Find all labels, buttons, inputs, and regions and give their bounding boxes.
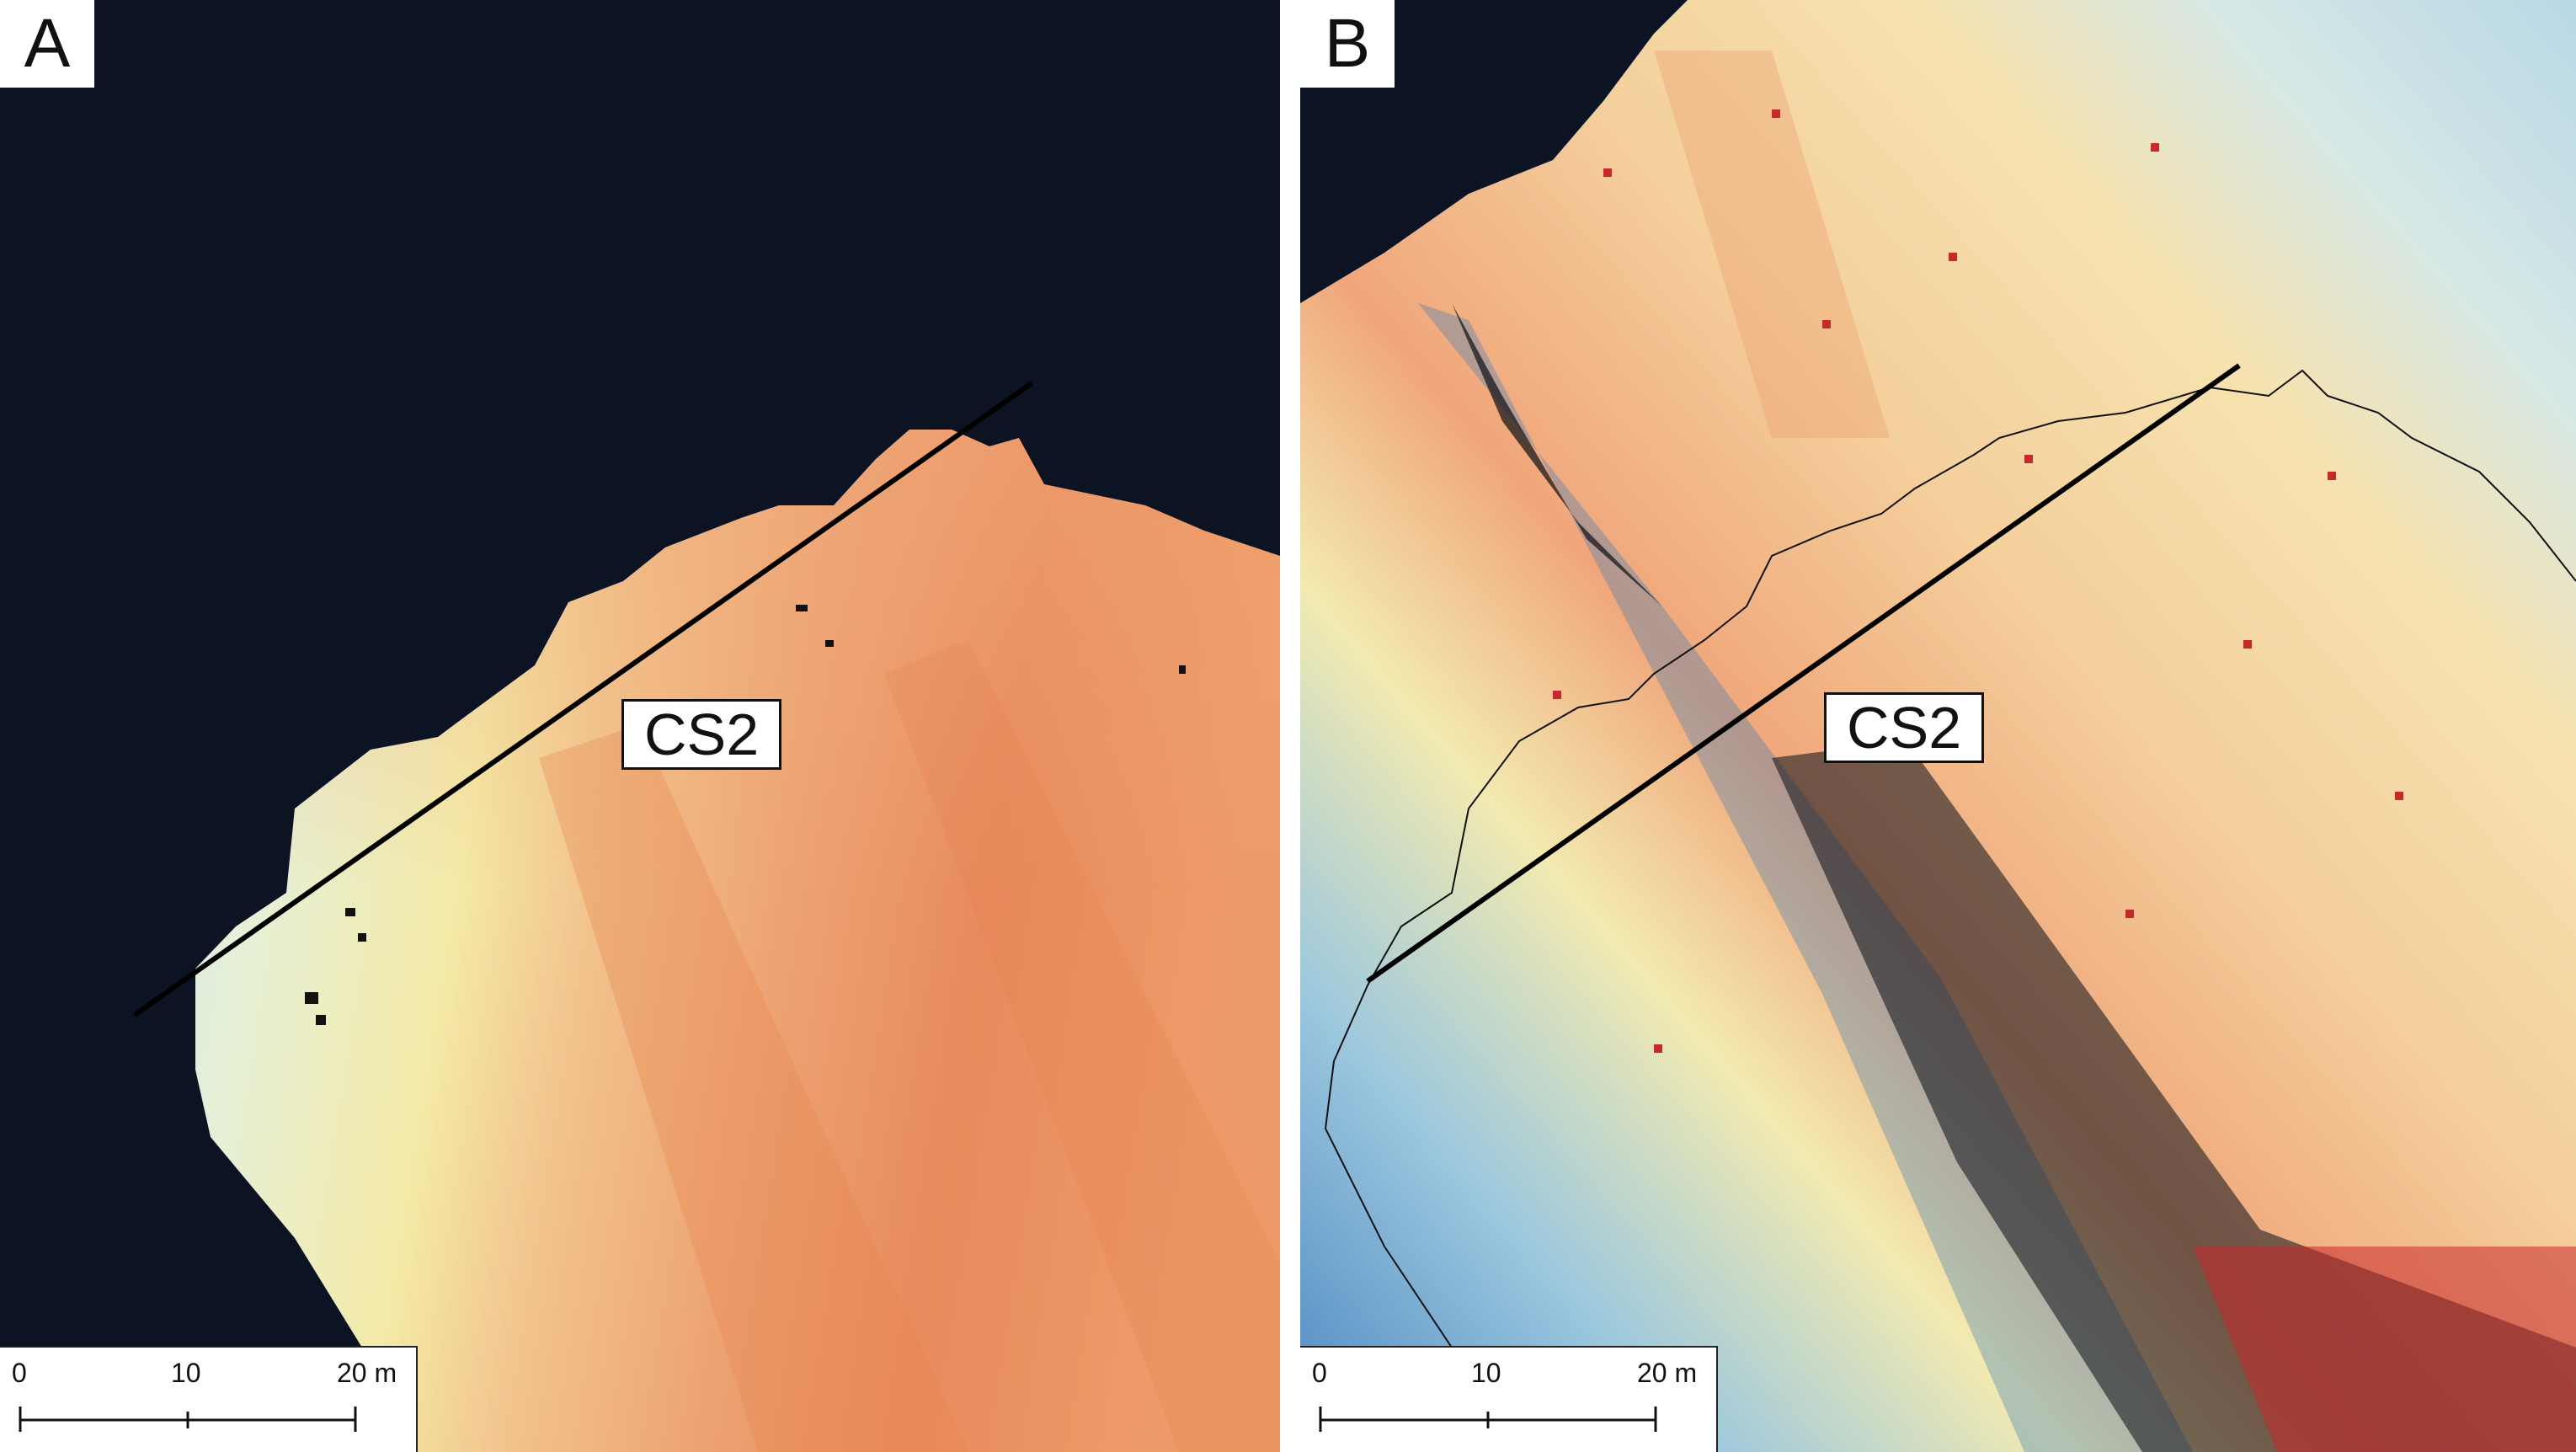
cross-section-line-b (1366, 363, 2241, 984)
terrain-shading-a (195, 430, 1280, 1452)
map-panel-a: A CS2 0 10 20 m (0, 0, 1280, 1452)
cross-section-line-a (133, 381, 1033, 1017)
red-band-b (2193, 1246, 2576, 1452)
scale-label-10-b: 10 (1471, 1358, 1501, 1388)
scale-bar-a: 0 10 20 m (0, 1346, 418, 1452)
scale-label-0-a: 0 (12, 1358, 27, 1388)
scale-label-10-a: 10 (171, 1358, 201, 1388)
scale-label-0-b: 0 (1312, 1358, 1327, 1388)
gully-band-a2 (884, 640, 1280, 1452)
cross-section-label-b: CS2 (1824, 692, 1985, 763)
noise-red-b (1553, 109, 2403, 1053)
orange-band-b (1654, 51, 1890, 438)
scale-label-20-b: 20 m (1637, 1358, 1698, 1388)
cross-section-label-a: CS2 (621, 699, 782, 770)
scale-label-20-a: 20 m (337, 1358, 397, 1388)
scale-bar-graphic-a (19, 1407, 357, 1432)
panel-letter-a: A (0, 0, 94, 88)
scale-bar-b: 0 10 20 m (1300, 1346, 1718, 1452)
no-data-corner-b (1300, 0, 1688, 303)
scale-bar-graphic-b (1319, 1407, 1657, 1432)
map-panel-b: B CS2 0 10 20 m (1300, 0, 2576, 1452)
elevation-map-a (133, 381, 1280, 1452)
data-gaps-a (305, 605, 1186, 1025)
panel-letter-b: B (1300, 0, 1395, 88)
gully-band-a (539, 724, 968, 1452)
